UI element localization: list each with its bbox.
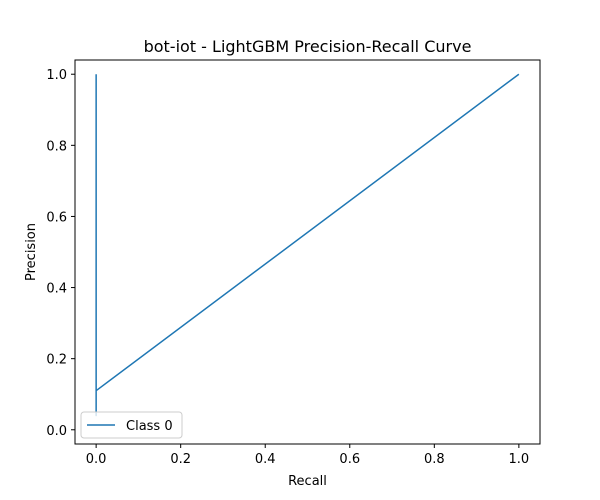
y-tick-label: 0.4 <box>46 282 67 297</box>
x-axis-ticks: 0.0 0.2 0.4 0.6 0.8 1.0 <box>86 444 529 467</box>
x-tick-label: 0.0 <box>86 452 107 467</box>
legend: Class 0 <box>80 411 183 439</box>
y-axis-ticks: 0.0 0.2 0.4 0.6 0.8 1.0 <box>46 68 75 439</box>
series-lines <box>95 73 520 417</box>
x-tick-label: 0.2 <box>170 452 191 467</box>
y-tick-label: 0.6 <box>46 210 67 225</box>
plot-frame <box>74 59 541 445</box>
chart-title: bot-iot - LightGBM Precision-Recall Curv… <box>144 37 472 56</box>
x-tick-label: 0.8 <box>424 452 445 467</box>
y-tick-label: 0.8 <box>46 139 67 154</box>
x-tick-label: 0.6 <box>339 452 360 467</box>
y-tick-label: 1.0 <box>46 68 67 83</box>
x-axis-label: Recall <box>288 474 327 489</box>
legend-label: Class 0 <box>126 419 173 434</box>
series-line-class-0 <box>95 73 520 417</box>
legend-box <box>80 411 183 439</box>
x-tick-label: 0.4 <box>255 452 276 467</box>
y-tick-label: 0.0 <box>46 424 67 439</box>
y-tick-label: 0.2 <box>46 353 67 368</box>
y-axis-label: Precision <box>24 223 39 281</box>
x-tick-label: 1.0 <box>509 452 530 467</box>
